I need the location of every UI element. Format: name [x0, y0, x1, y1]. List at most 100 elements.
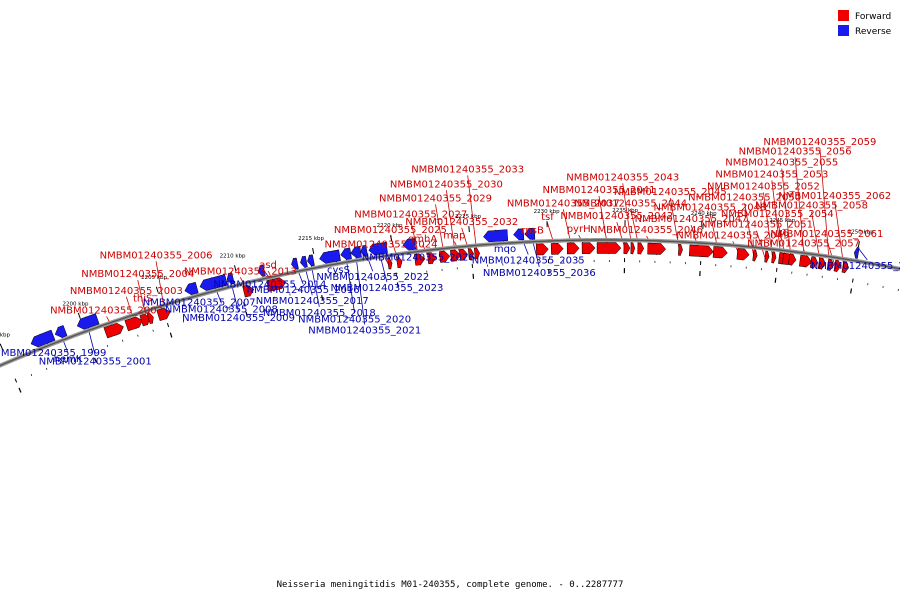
forward-gene[interactable]	[550, 242, 564, 255]
gene-label: hemK	[54, 354, 83, 365]
gene-label: NMBM01240355_2008	[165, 304, 278, 315]
reverse-gene[interactable]	[199, 274, 228, 291]
gene-label: NMBM01240355_2057	[747, 239, 860, 250]
major-tick-top	[850, 288, 853, 294]
gene-label: NMBM01240355_1999	[0, 348, 106, 359]
tick-label: 2205 kbp	[141, 275, 167, 281]
tick-label: 2235 kbp	[612, 208, 638, 214]
forward-gene[interactable]	[566, 242, 580, 255]
forward-gene[interactable]	[427, 252, 437, 265]
reverse-gene[interactable]	[257, 264, 266, 277]
forward-gene[interactable]	[678, 244, 683, 256]
forward-gene[interactable]	[242, 284, 255, 298]
forward-gene[interactable]	[841, 261, 849, 273]
gene-label: NMBM01240355_2030	[390, 179, 503, 190]
forward-gene[interactable]	[647, 242, 667, 255]
reverse-gene[interactable]	[319, 249, 341, 264]
forward-gene[interactable]	[771, 251, 777, 264]
major-tick-lower	[390, 234, 393, 241]
gene-label: NMBM01240355_2042	[560, 211, 673, 222]
forward-gene[interactable]	[535, 243, 549, 256]
forward-gene[interactable]	[637, 242, 645, 255]
reverse-gene[interactable]	[402, 238, 416, 251]
gene-label: NMBM01240355_2016	[247, 285, 360, 296]
major-tick-lower	[0, 343, 3, 350]
major-tick-top	[396, 282, 399, 288]
reverse-gene[interactable]	[483, 229, 509, 243]
reverse-gene[interactable]	[76, 313, 100, 330]
forward-gene[interactable]	[414, 253, 426, 266]
forward-gene[interactable]	[266, 277, 287, 292]
forward-gene[interactable]	[387, 257, 393, 270]
major-tick-upper	[243, 301, 246, 307]
forward-gene[interactable]	[826, 258, 835, 271]
reverse-gene[interactable]	[524, 227, 536, 240]
forward-gene[interactable]	[623, 242, 631, 254]
forward-gene[interactable]	[809, 256, 819, 269]
reverse-gene[interactable]	[854, 247, 860, 259]
gene-label: NMBM01240355_2059	[763, 137, 876, 148]
minor-tick	[137, 334, 139, 337]
forward-gene[interactable]	[688, 244, 714, 258]
gene-label: NMBM01240355_2017	[256, 296, 369, 307]
reverse-gene[interactable]	[54, 325, 68, 338]
gene-label: NMBM01240355_2051	[700, 220, 813, 231]
gene-leader-line	[794, 157, 806, 268]
gene-label: NMBM01240355_2055	[725, 158, 838, 169]
gene-label: NMBM01240355_2048	[653, 202, 766, 213]
forward-gene[interactable]	[146, 312, 154, 325]
reverse-gene[interactable]	[340, 247, 352, 260]
reverse-gene[interactable]	[360, 245, 368, 257]
gene-leader-line	[445, 190, 457, 262]
reverse-gene[interactable]	[30, 329, 56, 348]
forward-gene[interactable]	[103, 322, 124, 339]
gene-label: NMBM01240355_2003	[70, 286, 183, 297]
reverse-gene[interactable]	[300, 255, 308, 268]
minor-tick	[198, 316, 200, 319]
gene-label: NMBM01240355_2022	[316, 272, 429, 283]
gene-label: rpsB	[521, 225, 544, 236]
forward-gene[interactable]	[630, 242, 636, 255]
gene-label: NMBM01240355_2032	[405, 217, 518, 228]
gene-label: NMBM01240355_2004	[81, 269, 194, 280]
forward-gene[interactable]	[396, 256, 403, 269]
reverse-gene[interactable]	[226, 272, 235, 285]
forward-gene[interactable]	[473, 247, 480, 260]
genome-backbone	[0, 238, 900, 368]
forward-gene[interactable]	[581, 242, 596, 254]
forward-gene[interactable]	[764, 250, 770, 263]
forward-gene[interactable]	[439, 250, 451, 263]
forward-gene[interactable]	[458, 248, 469, 261]
forward-gene[interactable]	[833, 259, 842, 272]
gene-label: NMBM01240355_2033	[411, 164, 524, 175]
forward-gene[interactable]	[799, 254, 813, 268]
forward-gene[interactable]	[712, 246, 728, 259]
gene-label: thiS	[133, 294, 152, 305]
forward-gene[interactable]	[736, 248, 750, 261]
forward-gene[interactable]	[156, 307, 171, 322]
forward-gene[interactable]	[788, 253, 797, 266]
minor-tick	[182, 320, 185, 323]
gene-label: NMBM01240355_2007	[143, 297, 256, 308]
major-tick-lower	[234, 265, 237, 272]
reverse-gene[interactable]	[307, 254, 315, 267]
minor-tick	[76, 355, 78, 359]
forward-gene[interactable]	[450, 249, 462, 262]
forward-gene[interactable]	[467, 248, 474, 260]
forward-gene[interactable]	[817, 257, 827, 270]
gene-label: NMBM01240355_2026	[362, 253, 475, 264]
gene-label: NMBM01240355_2027	[354, 209, 467, 220]
reverse-gene[interactable]	[368, 241, 388, 256]
forward-gene[interactable]	[596, 242, 622, 254]
tick-label: 2245 kbp	[769, 218, 795, 224]
reverse-gene[interactable]	[291, 257, 299, 270]
reverse-gene[interactable]	[513, 228, 525, 241]
reverse-gene[interactable]	[184, 281, 199, 296]
tick-label: 2200 kbp	[63, 301, 89, 307]
forward-gene[interactable]	[752, 249, 758, 262]
gene-label: NMBM01240355_2050	[688, 192, 801, 203]
reverse-gene[interactable]	[350, 245, 362, 259]
gene-label: NMBM01240355_2045	[614, 187, 727, 198]
forward-gene[interactable]	[124, 316, 143, 332]
